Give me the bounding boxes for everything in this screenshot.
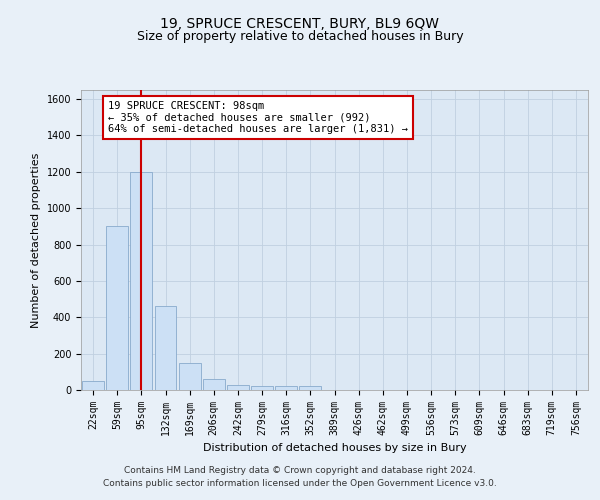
Text: 19 SPRUCE CRESCENT: 98sqm
← 35% of detached houses are smaller (992)
64% of semi: 19 SPRUCE CRESCENT: 98sqm ← 35% of detac… <box>108 101 408 134</box>
Bar <box>275 386 297 390</box>
Bar <box>179 362 200 390</box>
Bar <box>203 379 224 390</box>
Text: Contains HM Land Registry data © Crown copyright and database right 2024.
Contai: Contains HM Land Registry data © Crown c… <box>103 466 497 487</box>
Y-axis label: Number of detached properties: Number of detached properties <box>31 152 41 328</box>
Text: 19, SPRUCE CRESCENT, BURY, BL9 6QW: 19, SPRUCE CRESCENT, BURY, BL9 6QW <box>161 18 439 32</box>
Bar <box>251 386 273 390</box>
Bar <box>299 386 321 390</box>
Bar <box>130 172 152 390</box>
Bar <box>227 384 249 390</box>
Bar <box>106 226 128 390</box>
Text: Size of property relative to detached houses in Bury: Size of property relative to detached ho… <box>137 30 463 43</box>
X-axis label: Distribution of detached houses by size in Bury: Distribution of detached houses by size … <box>203 444 466 454</box>
Bar <box>155 306 176 390</box>
Bar <box>82 381 104 390</box>
